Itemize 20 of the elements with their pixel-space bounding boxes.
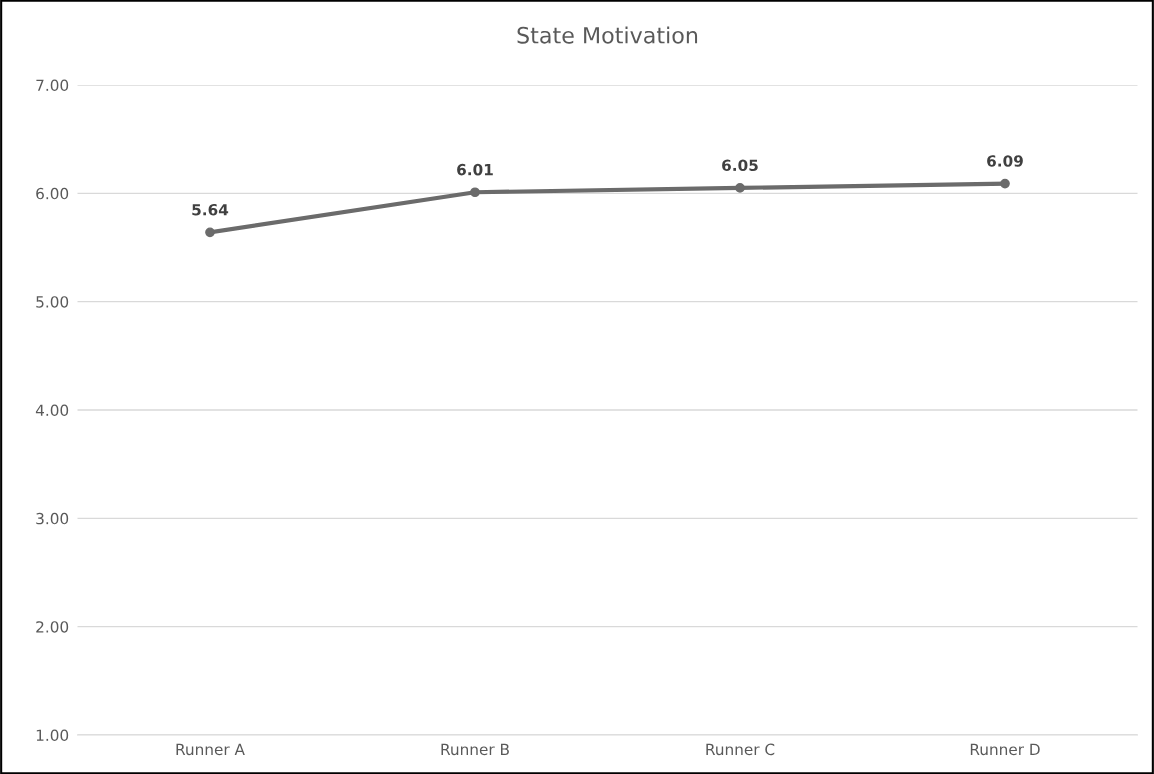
x-tick-label: Runner B: [441, 743, 509, 756]
y-tick-label: 4.00: [35, 404, 69, 417]
data-label: 6.01: [457, 163, 493, 176]
x-tick-label: Runner A: [176, 743, 245, 756]
y-tick-label: 7.00: [36, 79, 69, 92]
point: [1000, 178, 1010, 189]
y-tick-label: 2.00: [36, 621, 69, 633]
point: [470, 187, 480, 198]
data-label: 5.64: [192, 203, 229, 216]
y-tick-label: 1.00: [36, 729, 69, 742]
data-label: 6.09: [987, 155, 1023, 167]
point: [205, 227, 215, 238]
data-label: 6.05: [722, 159, 758, 172]
y-tick-label: 5.00: [36, 296, 69, 308]
y-tick-label: 6.00: [36, 187, 69, 200]
chart-title: State Motivation: [517, 26, 698, 44]
x-tick-label: Runner C: [706, 743, 775, 756]
point: [735, 183, 745, 193]
x-tick-label: Runner D: [970, 743, 1040, 756]
y-tick-label: 3.00: [36, 512, 69, 525]
